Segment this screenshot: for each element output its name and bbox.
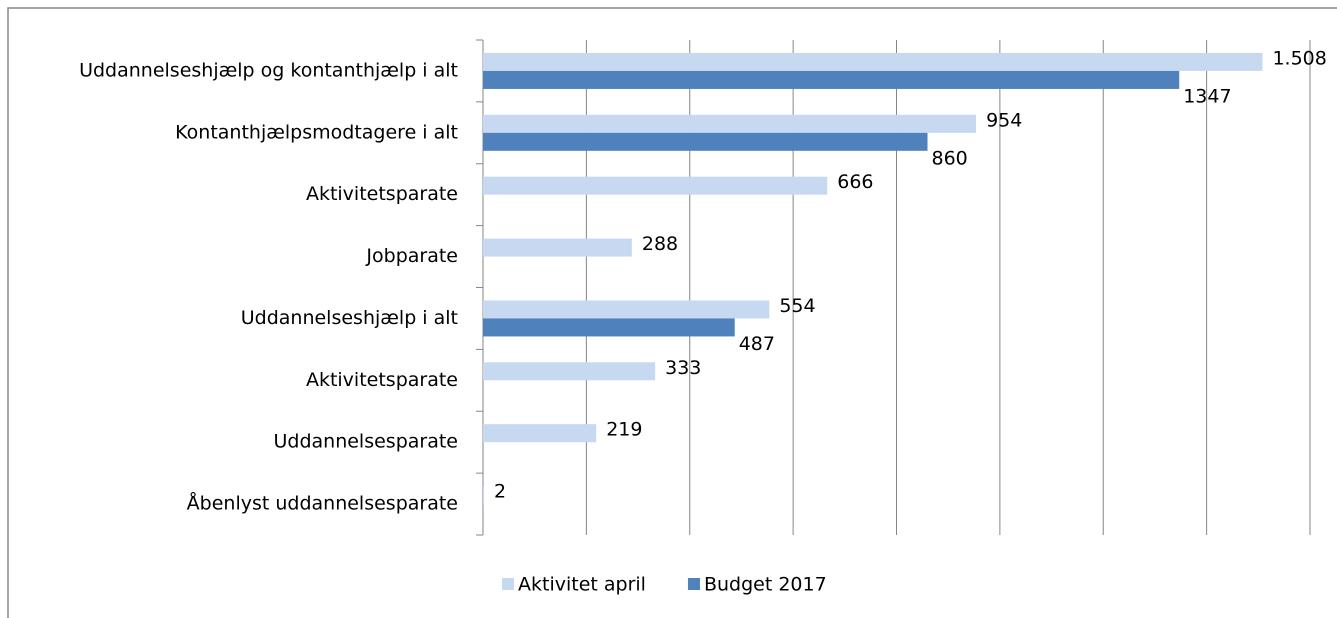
- bar: [483, 486, 485, 505]
- bar: [483, 52, 1263, 71]
- bar: [483, 114, 977, 133]
- data-label: 666: [837, 171, 873, 193]
- bar: [483, 424, 597, 443]
- bar: [483, 238, 632, 257]
- y-tick-label: Aktivitetsparate: [306, 183, 458, 205]
- bar: [483, 362, 656, 381]
- data-label: 333: [665, 357, 701, 379]
- y-tick-label: Jobparate: [365, 245, 458, 267]
- data-label: 554: [779, 295, 815, 317]
- bar: [483, 70, 1180, 89]
- data-label: 1347: [1183, 85, 1231, 107]
- bar: [483, 176, 828, 195]
- bar: [483, 318, 735, 337]
- bar: [483, 132, 928, 151]
- legend-swatch: [687, 578, 700, 590]
- chart-frame: [7, 7, 1337, 618]
- data-label: 288: [642, 233, 678, 255]
- y-tick-label: Kontanthjælpsmodtagere i alt: [175, 121, 458, 143]
- data-label: 954: [986, 109, 1022, 131]
- legend-label: Budget 2017: [704, 574, 827, 596]
- data-label: 1.508: [1272, 47, 1326, 69]
- data-label: 2: [494, 481, 506, 503]
- bar: [483, 300, 770, 319]
- y-tick-label: Aktivitetsparate: [306, 369, 458, 391]
- data-label: 219: [606, 419, 642, 441]
- y-tick-label: Uddannelsesparate: [273, 431, 458, 453]
- y-tick-label: Åbenlyst uddannelsesparate: [187, 492, 458, 515]
- data-label: 860: [932, 147, 968, 169]
- y-tick-label: Uddannelseshjælp og kontanthjælp i alt: [79, 59, 458, 81]
- y-tick-label: Uddannelseshjælp i alt: [241, 307, 458, 329]
- legend-swatch: [502, 578, 514, 590]
- legend-label: Aktivitet april: [518, 574, 646, 596]
- data-label: 487: [739, 333, 775, 355]
